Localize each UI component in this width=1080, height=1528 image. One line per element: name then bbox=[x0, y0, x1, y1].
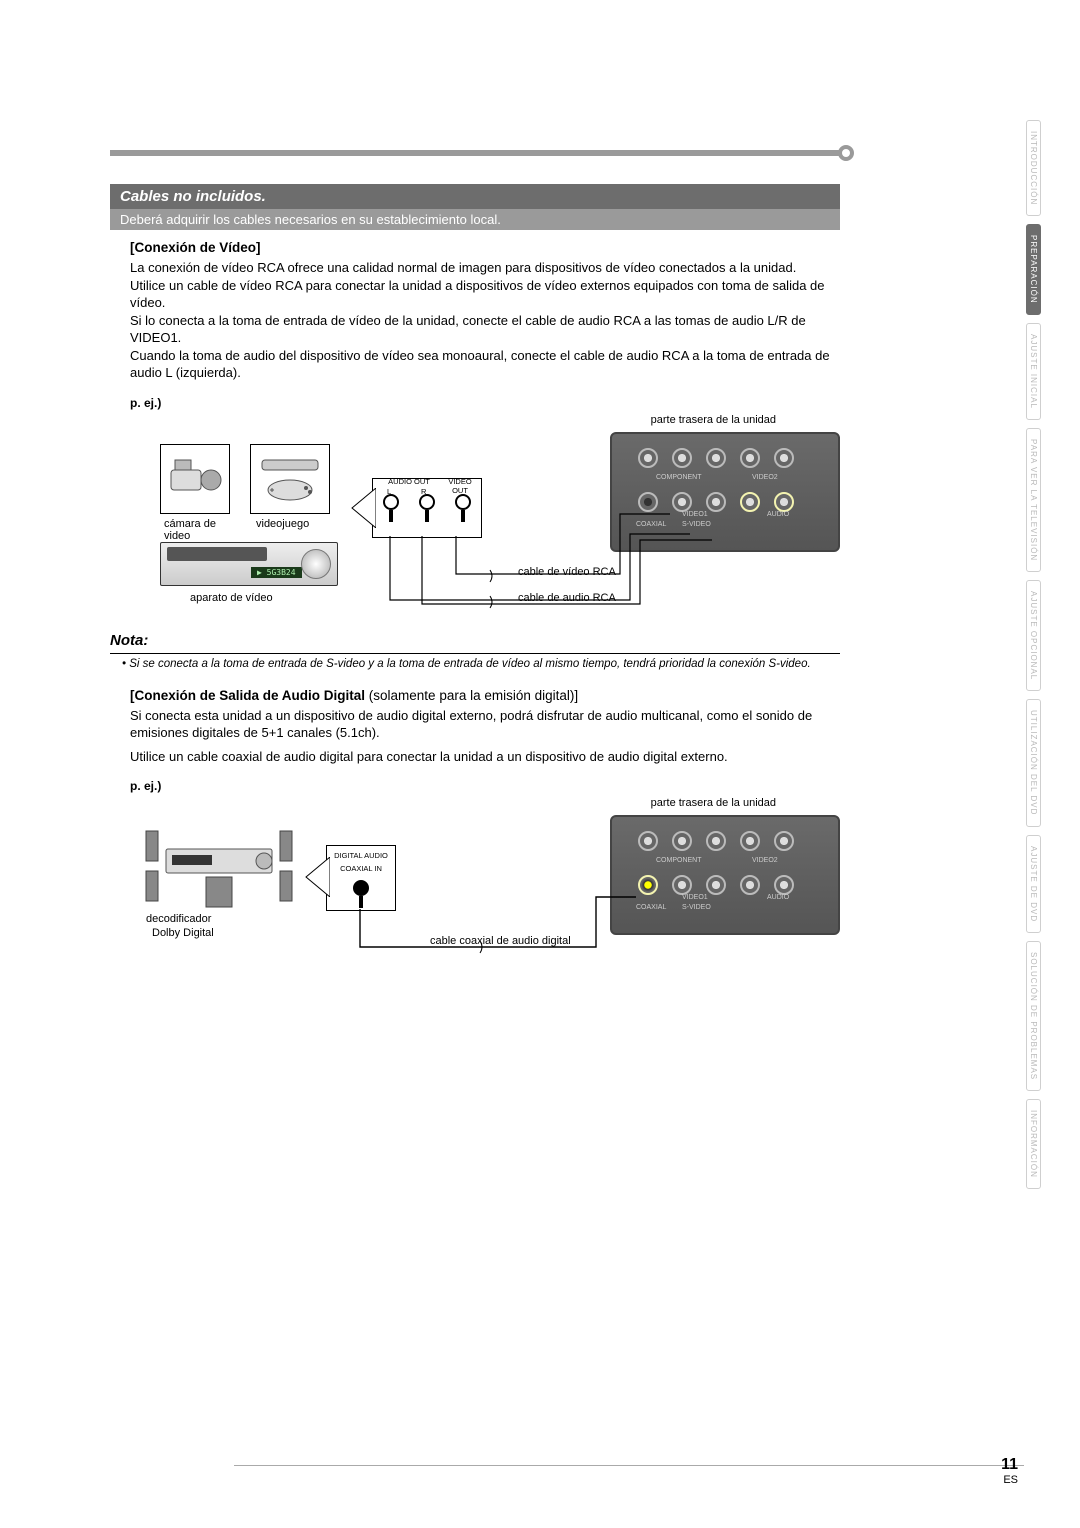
game-device bbox=[250, 444, 330, 514]
video-p4: Cuando la toma de audio del dispositivo … bbox=[130, 347, 840, 382]
rca-plug-strip: AUDIO OUT L R VIDEO OUT bbox=[372, 478, 482, 538]
tab-utilizacion-dvd[interactable]: UTILIZACIÓN DEL DVD bbox=[1026, 699, 1041, 826]
digital-p2: Utilice un cable coaxial de audio digita… bbox=[130, 748, 840, 766]
digital-example-label: p. ej.) bbox=[130, 779, 980, 793]
tab-ajuste-inicial[interactable]: AJUSTE INICIAL bbox=[1026, 323, 1041, 420]
nota-title: Nota: bbox=[110, 632, 980, 649]
video-heading: [Conexión de Vídeo] bbox=[130, 240, 980, 255]
arrow-icon-1 bbox=[348, 488, 376, 528]
video-p1: La conexión de vídeo RCA ofrece una cali… bbox=[130, 259, 840, 277]
tab-introduccion[interactable]: INTRODUCCIÓN bbox=[1026, 120, 1041, 216]
caption-camera: cámara de video bbox=[164, 518, 234, 542]
camera-device bbox=[160, 444, 230, 514]
caption-decoder2: Dolby Digital bbox=[152, 927, 214, 939]
lbl-digital-audio: DIGITAL AUDIO bbox=[334, 851, 388, 860]
page-lang: ES bbox=[1003, 1474, 1018, 1486]
lbl-coaxial-1: COAXIAL bbox=[636, 521, 666, 528]
lbl-coaxial-in: COAXIAL IN bbox=[340, 864, 382, 873]
lbl-r: R bbox=[421, 487, 426, 496]
side-tabs: INTRODUCCIÓN PREPARACIÓN AJUSTE INICIAL … bbox=[1026, 120, 1050, 1197]
lbl-coaxial-2: COAXIAL bbox=[636, 904, 666, 911]
section-subtitle: Deberá adquirir los cables necesarios en… bbox=[110, 209, 840, 230]
tab-ajuste-dvd[interactable]: AJUSTE DE DVD bbox=[1026, 835, 1041, 933]
lbl-svideo-1: S-VIDEO bbox=[682, 521, 711, 528]
lbl-video1-1: VIDEO1 bbox=[682, 511, 708, 518]
caption-decoder1: decodificador bbox=[146, 913, 211, 925]
page-number-value: 11 bbox=[1001, 1456, 1018, 1474]
lbl-svideo-2: S-VIDEO bbox=[682, 904, 711, 911]
dolby-decoder bbox=[144, 821, 294, 911]
caption-rear-unit-2: parte trasera de la unidad bbox=[651, 797, 776, 809]
section-title: Cables no incluidos. bbox=[110, 184, 840, 209]
video-diagram: parte trasera de la unidad COAXIAL S-VID… bbox=[130, 414, 840, 624]
digital-diagram: parte trasera de la unidad COAXIAL S-VID… bbox=[130, 797, 840, 967]
tab-solucion-problemas[interactable]: SOLUCIÓN DE PROBLEMAS bbox=[1026, 941, 1041, 1091]
lbl-video2-2: VIDEO2 bbox=[752, 857, 778, 864]
lbl-audio-out: AUDIO OUT bbox=[379, 477, 439, 486]
arrow-icon-2 bbox=[302, 857, 330, 897]
lbl-component-2: COMPONENT bbox=[656, 857, 702, 864]
coax-plug-box: DIGITAL AUDIO COAXIAL IN bbox=[326, 845, 396, 911]
tab-informacion[interactable]: INFORMACIÓN bbox=[1026, 1099, 1041, 1189]
lbl-video1-2: VIDEO1 bbox=[682, 894, 708, 901]
digital-p1: Si conecta esta unidad a un dispositivo … bbox=[130, 707, 840, 742]
tab-para-ver-tv[interactable]: PARA VER LA TELEVISIÓN bbox=[1026, 428, 1041, 572]
lbl-audio-2: AUDIO bbox=[767, 894, 789, 901]
lbl-audio-1: AUDIO bbox=[767, 511, 789, 518]
digital-heading-bold: [Conexión de Salida de Audio Digital bbox=[130, 688, 365, 703]
caption-rear-unit-1: parte trasera de la unidad bbox=[651, 414, 776, 426]
tab-preparacion[interactable]: PREPARACIÓN bbox=[1026, 224, 1041, 315]
lbl-video2-1: VIDEO2 bbox=[752, 474, 778, 481]
digital-heading-rest: (solamente para la emisión digital)] bbox=[365, 688, 578, 703]
top-rule bbox=[110, 150, 840, 156]
lbl-video-out: VIDEO OUT bbox=[443, 477, 477, 495]
page-number: 11 ES bbox=[1001, 1456, 1018, 1486]
video-example-label: p. ej.) bbox=[130, 396, 980, 410]
video-p3: Si lo conecta a la toma de entrada de ví… bbox=[130, 312, 840, 347]
caption-video-cable: cable de vídeo RCA bbox=[518, 566, 616, 578]
nota-rule bbox=[110, 653, 840, 654]
video-p2: Utilice un cable de vídeo RCA para conec… bbox=[130, 277, 840, 312]
caption-game: videojuego bbox=[256, 518, 309, 530]
caption-audio-cable: cable de audio RCA bbox=[518, 592, 616, 604]
digital-heading: [Conexión de Salida de Audio Digital (so… bbox=[130, 688, 980, 703]
footer-rule bbox=[234, 1465, 1024, 1466]
rear-panel-1: COAXIAL S-VIDEO VIDEO1 AUDIO COMPONENT V… bbox=[610, 432, 840, 552]
lbl-component-1: COMPONENT bbox=[656, 474, 702, 481]
top-rule-terminator bbox=[838, 145, 854, 161]
tab-ajuste-opcional[interactable]: AJUSTE OPCIONAL bbox=[1026, 580, 1041, 691]
rear-panel-2: COAXIAL S-VIDEO VIDEO1 AUDIO COMPONENT V… bbox=[610, 815, 840, 935]
lbl-l: L bbox=[387, 487, 391, 496]
caption-coax-cable: cable coaxial de audio digital bbox=[430, 935, 571, 947]
nota-text: • Si se conecta a la toma de entrada de … bbox=[122, 658, 838, 670]
vcr-device: ▶ 5G3B24 bbox=[160, 542, 338, 586]
caption-vcr: aparato de vídeo bbox=[190, 592, 273, 604]
vcr-display: ▶ 5G3B24 bbox=[251, 567, 302, 578]
